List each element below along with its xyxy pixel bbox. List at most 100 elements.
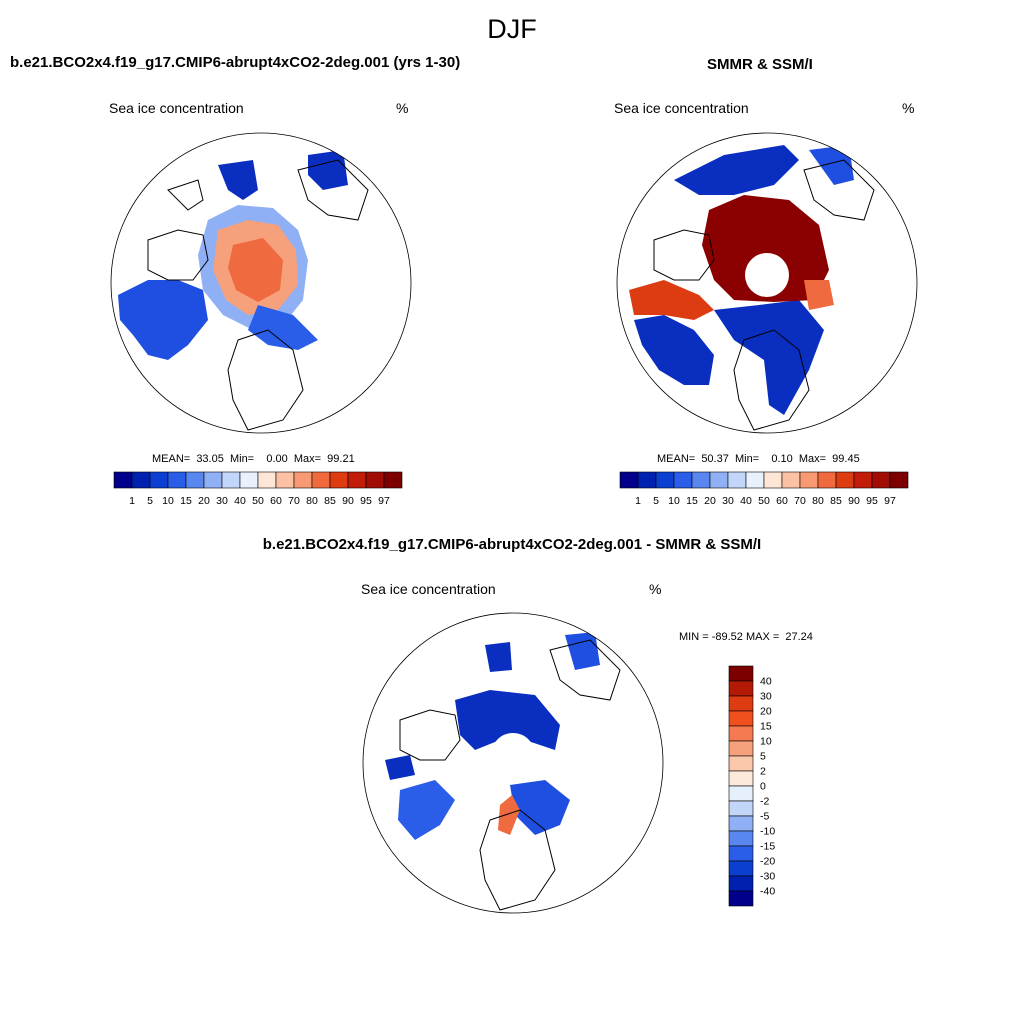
panel-1-colorbar-label: 15 — [180, 495, 192, 507]
panel-3-colorbar-label: -15 — [760, 841, 775, 853]
panel-3-colorbar-label: -20 — [760, 856, 775, 868]
panel-3-colorbar-box — [728, 725, 754, 742]
panel-2-colorbar-box — [817, 471, 837, 489]
panel-2-colorbar-box — [673, 471, 693, 489]
panel-1-colorbar-box — [293, 471, 313, 489]
panel-3-colorbar-box — [728, 860, 754, 877]
panel-1-ice-low-atlantic — [118, 280, 208, 360]
panel-2-colorbar-box — [727, 471, 747, 489]
panel-1-variable: Sea ice concentration — [109, 100, 244, 116]
panel-3-colorbar-box — [728, 800, 754, 817]
panel-3-colorbar-box — [728, 695, 754, 712]
panel-2-ice-mid — [804, 280, 834, 310]
panel-2-title: SMMR & SSM/I — [707, 56, 813, 73]
panel-2-colorbar-box — [637, 471, 657, 489]
panel-3-colorbar-label: 40 — [760, 676, 772, 688]
panel-3-variable: Sea ice concentration — [361, 581, 496, 597]
panel-1-colorbar: 1 5 10 15 20 30 40 50 60 70 80 85 90 95 97 — [113, 471, 403, 507]
panel-3-pole-hole — [491, 733, 535, 777]
panel-2-ice-low-atlantic — [634, 315, 714, 385]
panel-3-colorbar-label: 15 — [760, 721, 772, 733]
panel-2-colorbar-label: 40 — [740, 495, 752, 507]
panel-1-colorbar-box — [275, 471, 295, 489]
panel-2-pole-hole — [745, 253, 789, 297]
panel-3-stats: MIN = -89.52 MAX = 27.24 — [679, 631, 813, 643]
panel-1-colorbar-box — [383, 471, 403, 489]
panel-1-colorbar-label: 70 — [288, 495, 300, 507]
panel-2-ice-core — [702, 195, 829, 302]
panel-3-colorbar-box — [728, 845, 754, 862]
panel-3-diff-okhotsk — [485, 642, 512, 672]
panel-3-colorbar-box — [728, 890, 754, 907]
panel-2-colorbar-box — [835, 471, 855, 489]
panel-2-colorbar-box — [763, 471, 783, 489]
panel-2-colorbar-label: 70 — [794, 495, 806, 507]
panel-3-diff-central — [455, 690, 560, 750]
panel-2-colorbar-box — [745, 471, 765, 489]
panel-1-ice-shelf — [248, 305, 318, 350]
panel-1-stats: MEAN= 33.05 Min= 0.00 Max= 99.21 — [152, 453, 355, 465]
panel-2-colorbar-box — [691, 471, 711, 489]
panel-2-colorbar: 1 5 10 15 20 30 40 50 60 70 80 85 90 95 97 — [619, 471, 909, 507]
panel-1-map — [110, 132, 412, 434]
panel-3-colorbar-box — [728, 815, 754, 832]
panel-2-colorbar-box — [889, 471, 909, 489]
panel-1-title: b.e21.BCO2x4.f19_g17.CMIP6-abrupt4xCO2-2… — [10, 54, 461, 71]
panel-3-map — [362, 612, 664, 914]
panel-2-colorbar-label: 5 — [653, 495, 659, 507]
panel-1-colorbar-box — [311, 471, 331, 489]
panel-2-map — [616, 132, 918, 434]
panel-3-colorbar-box — [728, 710, 754, 727]
panel-2-colorbar-label: 10 — [668, 495, 680, 507]
panel-2-ice-shelf — [714, 300, 824, 415]
panel-1-colorbar-box — [185, 471, 205, 489]
panel-3-colorbar-label: 10 — [760, 736, 772, 748]
panel-1-ice-core — [228, 238, 283, 302]
panel-3-colorbar-label: -10 — [760, 826, 775, 838]
panel-1-colorbar-label: 10 — [162, 495, 174, 507]
panel-1-colorbar-box — [149, 471, 169, 489]
season-title: DJF — [487, 14, 537, 44]
panel-1-colorbar-label: 50 — [252, 495, 264, 507]
panel-2-colorbar-label: 97 — [884, 495, 896, 507]
panel-1-colorbar-label: 90 — [342, 495, 354, 507]
panel-2-colorbar-box — [709, 471, 729, 489]
panel-3-colorbar-box — [728, 755, 754, 772]
panel-2-colorbar-label: 90 — [848, 495, 860, 507]
panel-1-colorbar-label: 80 — [306, 495, 318, 507]
panel-1-colorbar-box — [131, 471, 151, 489]
panel-1-colorbar-box — [167, 471, 187, 489]
panel-2-colorbar-box — [799, 471, 819, 489]
panel-3-diff-atlantic — [398, 780, 455, 840]
panel-3-colorbar-box — [728, 875, 754, 892]
panel-1-colorbar-label: 20 — [198, 495, 210, 507]
panel-3-colorbar-box — [728, 680, 754, 697]
panel-3-colorbar-label: 2 — [760, 766, 766, 778]
panel-3-colorbar-box — [728, 740, 754, 757]
panel-2-colorbar-label: 85 — [830, 495, 842, 507]
panel-1-colorbar-label: 40 — [234, 495, 246, 507]
panel-3-colorbar-box — [728, 785, 754, 802]
panel-2-colorbar-label: 1 — [635, 495, 641, 507]
panel-3-colorbar-box — [728, 830, 754, 847]
panel-1-colorbar-label: 60 — [270, 495, 282, 507]
panel-3-diff-barents — [510, 780, 570, 835]
panel-3-diff-svalbard — [385, 755, 415, 780]
panel-3-colorbar-box — [728, 770, 754, 787]
panel-2-ice-edge — [629, 280, 714, 320]
panel-2-ice-low-bering — [809, 145, 854, 185]
panel-1-colorbar-box — [203, 471, 223, 489]
panel-1-colorbar-box — [347, 471, 367, 489]
panel-2-colorbar-label: 80 — [812, 495, 824, 507]
panel-3-colorbar-box — [728, 665, 754, 682]
panel-3-colorbar-label: -40 — [760, 886, 775, 898]
panel-1-colorbar-label: 1 — [129, 495, 135, 507]
panel-2-colorbar-box — [871, 471, 891, 489]
panel-2-colorbar-box — [781, 471, 801, 489]
panel-1-colorbar-label: 30 — [216, 495, 228, 507]
panel-3-diff-positive — [498, 795, 520, 835]
panel-2-colorbar-label: 95 — [866, 495, 878, 507]
panel-1-colorbar-box — [113, 471, 133, 489]
panel-2-colorbar-box — [853, 471, 873, 489]
